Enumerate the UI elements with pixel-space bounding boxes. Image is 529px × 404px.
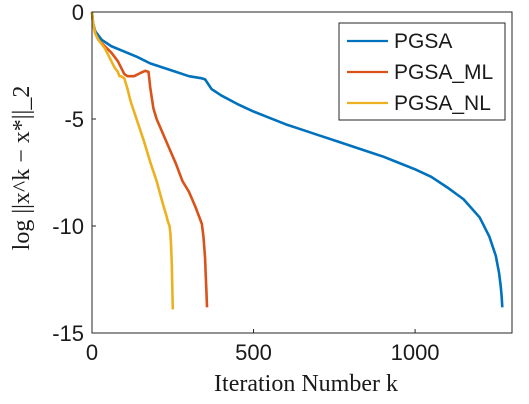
x-axis-label: Iteration Number k [214, 371, 398, 397]
series-line-pgsa [90, 11, 504, 308]
legend-label-pgsa-ml: PGSA_ML [394, 61, 493, 84]
x-axis-title: Iteration Number k [214, 371, 398, 397]
y-tick-label: -15 [52, 321, 84, 346]
series-layer [90, 11, 504, 310]
x-tick-label: 1000 [391, 340, 440, 365]
y-axis-title: log ||x^k − x*||_2 [9, 86, 35, 251]
legend-entry-pgsa-ml: PGSA_ML [347, 61, 493, 84]
legend-label-pgsa-nl: PGSA_NL [394, 92, 491, 115]
series-line-pgsa-nl [90, 11, 175, 310]
legend-entry-pgsa: PGSA [347, 30, 452, 53]
series-line-pgsa-ml [90, 11, 209, 308]
legend-entry-pgsa-nl: PGSA_NL [347, 92, 491, 115]
legend: PGSA PGSA_ML PGSA_NL [338, 22, 506, 121]
legend-label-pgsa: PGSA [394, 30, 452, 53]
y-tick-label: -5 [64, 107, 84, 132]
x-tick-label: 0 [86, 340, 98, 365]
y-tick-label: -10 [52, 214, 84, 239]
ticks-layer: 0 500 1000 0 -5 -10 -15 [52, 0, 439, 365]
y-axis-label: log ||x^k − x*||_2 [9, 86, 35, 251]
x-tick-label: 500 [235, 340, 272, 365]
axes-frame [91, 11, 513, 334]
y-tick-label: 0 [72, 0, 84, 25]
